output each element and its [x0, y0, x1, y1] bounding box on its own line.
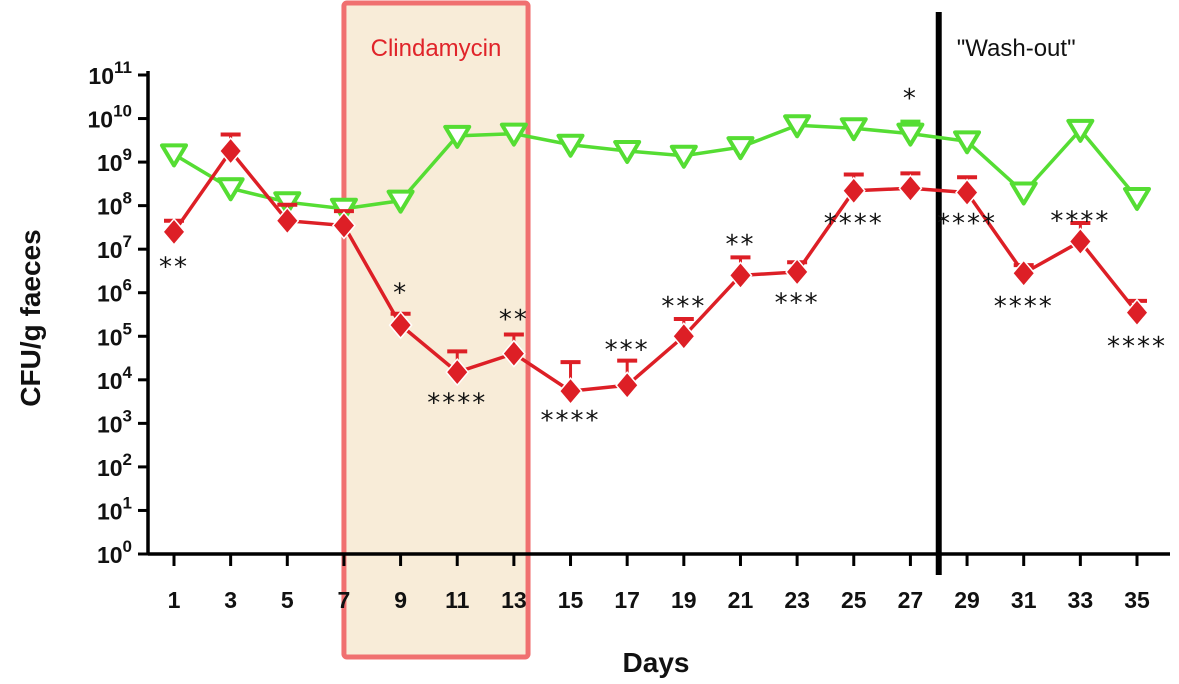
data-point [443, 124, 472, 149]
significance-marker: **** [994, 292, 1054, 322]
significance-marker: **** [937, 209, 997, 239]
data-point [1068, 227, 1093, 256]
x-tick-label: 27 [898, 587, 924, 613]
data-point [556, 133, 585, 158]
data-point [1009, 181, 1038, 206]
significance-marker: ** [499, 305, 529, 335]
significance-marker: ** [159, 253, 189, 283]
x-tick-label: 11 [445, 587, 470, 613]
data-point [953, 130, 982, 155]
y-tick-label: 104 [97, 363, 133, 394]
x-tick-label: 31 [1011, 587, 1037, 613]
x-tick-label: 19 [671, 587, 697, 613]
data-point [728, 261, 753, 290]
y-tick-label: 101 [97, 493, 132, 524]
significance-marker: * [393, 279, 408, 309]
significance-marker: *** [605, 335, 650, 365]
data-point [839, 117, 868, 142]
x-tick-label: 13 [501, 587, 527, 613]
x-tick-label: 35 [1124, 587, 1150, 613]
washout-label: "Wash-out" [957, 35, 1076, 62]
significance-marker: *** [775, 288, 820, 318]
data-point [558, 376, 583, 406]
y-axis-title: CFU/g faeces [15, 229, 46, 406]
x-tick-label: 9 [394, 587, 407, 613]
y-tick-label: 1011 [88, 58, 132, 89]
significance-marker: * [903, 84, 918, 114]
data-point [615, 371, 640, 400]
x-tick-label: 33 [1068, 587, 1094, 613]
significance-marker: **** [824, 209, 884, 239]
data-point [898, 174, 923, 203]
significance-marker: ** [725, 230, 755, 260]
y-tick-label: 108 [97, 189, 132, 220]
data-point [501, 339, 526, 368]
clindamycin-label: Clindamycin [371, 35, 502, 62]
x-axis-title: Days [623, 647, 690, 678]
y-tick-label: 100 [97, 537, 132, 568]
x-tick-label: 5 [281, 587, 294, 613]
labels-layer: Days CFU/g faeces [15, 229, 689, 678]
significance-marker: **** [427, 389, 487, 419]
x-tick-label: 21 [728, 587, 754, 613]
data-point [386, 189, 415, 214]
data-point [726, 136, 755, 161]
data-point [1125, 298, 1149, 327]
data-point [1011, 259, 1036, 288]
data-point [160, 143, 188, 168]
data-point [499, 122, 528, 147]
x-tick-label: 7 [338, 587, 351, 613]
x-tick-label: 25 [841, 587, 867, 613]
series-layer [160, 114, 1151, 406]
y-tick-label: 109 [97, 145, 132, 176]
x-tick-label: 17 [614, 587, 640, 613]
data-point [275, 206, 300, 235]
x-tick-label: 1 [168, 587, 181, 613]
y-tick-label: 1010 [87, 102, 132, 133]
series-line [172, 148, 1139, 393]
data-point [1123, 186, 1151, 211]
data-point [671, 322, 696, 351]
x-tick-label: 29 [954, 587, 980, 613]
y-tick-label: 103 [97, 406, 132, 437]
y-tick-label: 107 [97, 232, 132, 263]
series-0 [160, 114, 1151, 222]
clindamycin-region [341, 0, 531, 660]
x-tick-label: 23 [784, 587, 810, 613]
series-line [173, 123, 1139, 211]
clindamycin-region-layer: Clindamycin [341, 0, 531, 660]
series-1 [162, 132, 1149, 406]
data-point [218, 136, 243, 166]
data-point [669, 144, 698, 169]
data-point [783, 114, 812, 139]
y-tick-label: 102 [97, 450, 132, 481]
significance-marker: **** [541, 406, 601, 436]
axes-layer: "Wash-out" 100 101 102 103 104 105 106 107 108 109… [87, 12, 1170, 613]
y-tick-label: 105 [97, 319, 132, 350]
data-point [1066, 118, 1095, 143]
data-point [162, 217, 186, 247]
significance-layer: ****************************************… [159, 84, 1167, 436]
data-point [331, 211, 356, 240]
x-tick-label: 3 [224, 587, 237, 613]
data-point [613, 139, 642, 164]
data-point [841, 176, 866, 205]
data-point [216, 177, 245, 202]
x-tick-label: 15 [558, 587, 584, 613]
y-tick-label: 106 [97, 276, 132, 307]
data-point [955, 178, 980, 207]
data-point [445, 357, 470, 387]
data-point [785, 257, 810, 287]
data-point [388, 310, 413, 340]
significance-marker: **** [1050, 207, 1110, 237]
significance-marker: *** [661, 292, 706, 322]
data-point [896, 122, 925, 147]
significance-marker: **** [1107, 332, 1167, 362]
